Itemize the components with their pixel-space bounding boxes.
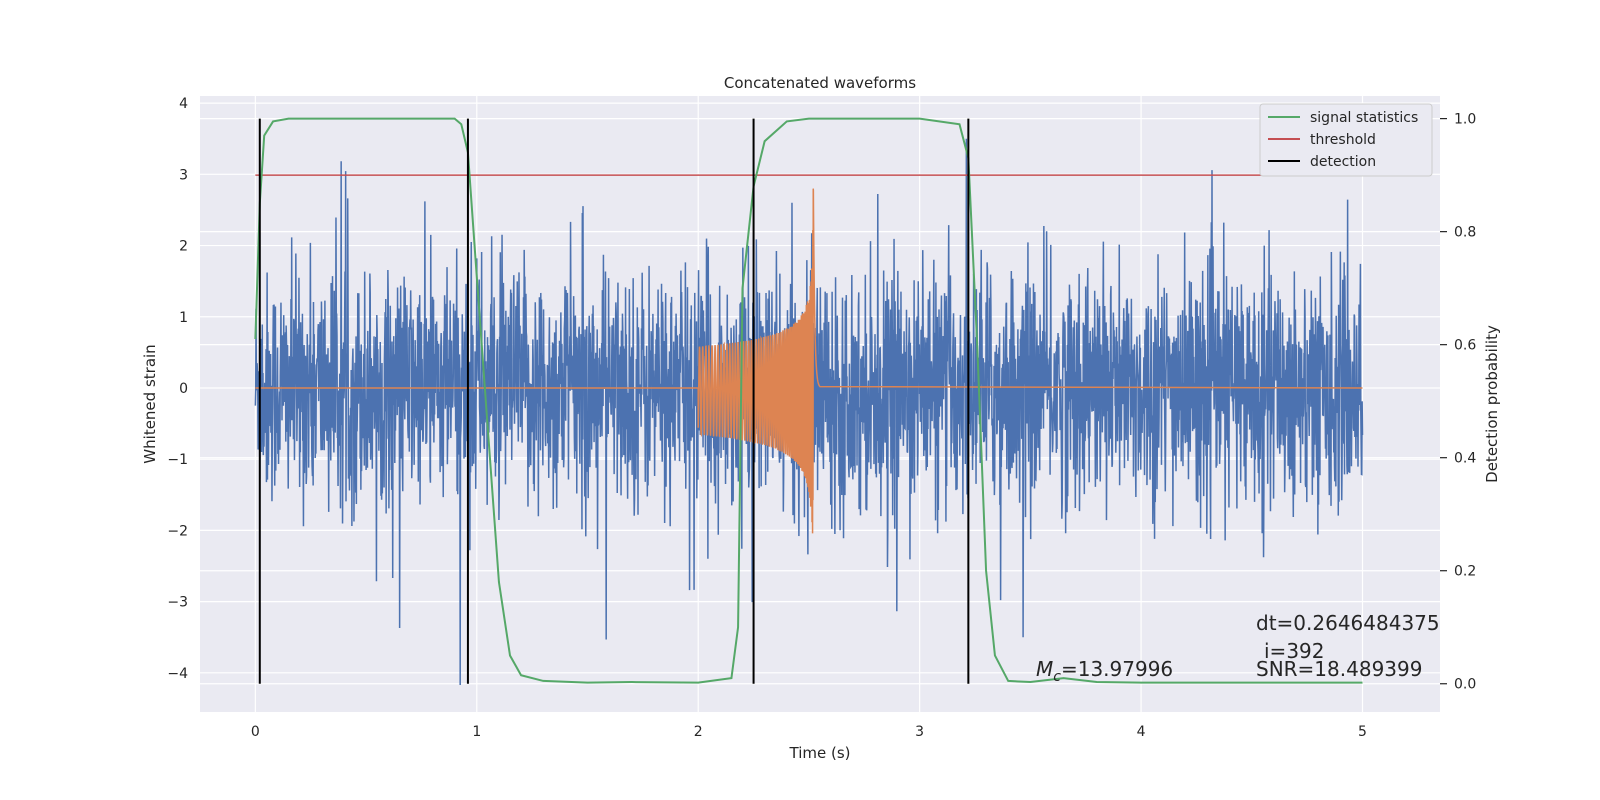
annotation-i: i=392 <box>1264 639 1325 663</box>
y-left-tick-label: 4 <box>179 96 188 112</box>
y-left-tick-label: −4 <box>167 666 188 682</box>
y-left-tick-label: −2 <box>167 523 188 539</box>
annotation-snr: SNR=18.489399 <box>1256 657 1422 681</box>
annotation-mc-symbol: M <box>1036 657 1053 681</box>
chart-title: Concatenated waveforms <box>724 74 916 92</box>
x-tick-label: 1 <box>472 724 481 740</box>
y-left-tick-label: −1 <box>167 452 188 468</box>
legend: signal statistics threshold detection <box>1259 103 1433 177</box>
y-left-tick-label: 1 <box>179 310 188 326</box>
x-axis-ticks: 0 1 2 3 4 5 <box>251 724 1367 740</box>
y-right-tick-label: 0.2 <box>1454 564 1476 580</box>
x-tick-label: 0 <box>251 724 260 740</box>
series-signal-statistics <box>254 117 1363 684</box>
annotation-mc-value: =13.97996 <box>1061 657 1173 681</box>
y-axis-right-ticks: 0.0 0.2 0.4 0.6 0.8 1.0 <box>1440 112 1476 693</box>
legend-box <box>1259 103 1433 177</box>
x-tick-label: 2 <box>694 724 703 740</box>
x-tick-label: 5 <box>1358 724 1367 740</box>
y-axis-right-label: Detection probability <box>1483 325 1501 483</box>
y-right-tick-label: 0.8 <box>1454 225 1476 241</box>
y-right-tick-label: 0.0 <box>1454 677 1476 693</box>
y-left-tick-label: 0 <box>179 381 188 397</box>
y-axis-left-label: Whitened strain <box>141 344 159 463</box>
x-axis-label: Time (s) <box>789 744 851 762</box>
series-template-chirp <box>255 188 1363 534</box>
y-right-tick-label: 0.6 <box>1454 338 1476 354</box>
annotation-chirp-mass: Mc=13.97996 <box>1036 657 1173 685</box>
x-tick-label: 3 <box>915 724 924 740</box>
legend-label-detection: detection <box>1310 154 1376 170</box>
y-left-tick-label: −3 <box>167 595 188 611</box>
x-tick-label: 4 <box>1137 724 1146 740</box>
y-left-tick-label: 2 <box>179 239 188 255</box>
legend-label-threshold: threshold <box>1310 132 1376 148</box>
annotation-mc-subscript: c <box>1053 669 1061 685</box>
y-right-tick-label: 1.0 <box>1454 112 1476 128</box>
annotation-dt: dt=0.2646484375 <box>1256 611 1440 635</box>
y-axis-left-ticks: −4 −3 −2 −1 0 1 2 3 4 <box>167 96 188 682</box>
legend-label-signal-statistics: signal statistics <box>1310 110 1418 126</box>
y-left-tick-label: 3 <box>179 167 188 183</box>
y-right-tick-label: 0.4 <box>1454 451 1476 467</box>
detection-lines <box>258 118 970 684</box>
